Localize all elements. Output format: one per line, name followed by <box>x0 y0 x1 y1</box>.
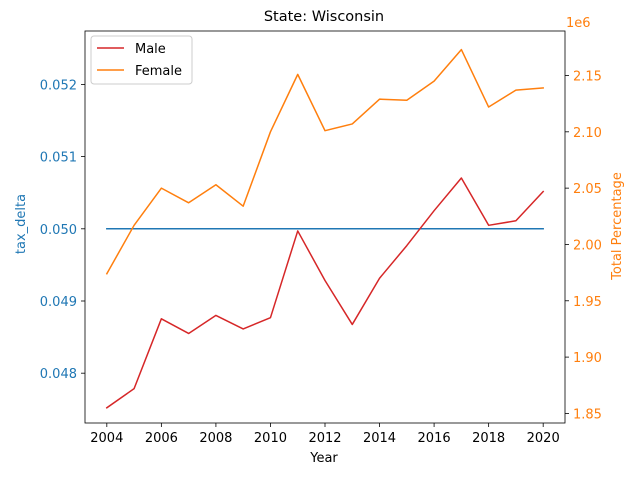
x-tick-label: 2008 <box>199 431 232 446</box>
x-tick-label: 2018 <box>472 431 505 446</box>
left-y-tick-label: 0.049 <box>40 295 77 310</box>
legend-label-female: Female <box>135 64 182 79</box>
series-line-male <box>105 177 545 409</box>
x-axis-label: Year <box>309 451 338 466</box>
left-y-tick-label: 0.051 <box>40 151 77 166</box>
right-y-tick-label: 1.90 <box>573 351 602 366</box>
right-y-tick-label: 2.05 <box>573 182 602 197</box>
x-tick-label: 2020 <box>527 431 560 446</box>
right-y-tick-label: 1.85 <box>573 407 602 422</box>
left-y-tick-label: 0.048 <box>40 367 77 382</box>
x-tick-label: 2012 <box>308 431 341 446</box>
axes-layer: 2004 2006 2008 2010 2012 2014 2016 2018 2020 0.04… <box>40 30 602 446</box>
left-y-tick-label: 0.052 <box>40 78 77 93</box>
x-tick-label: 2010 <box>254 431 287 446</box>
right-axis-offset-label: 1e6 <box>566 16 591 31</box>
series-layer <box>105 48 545 409</box>
right-y-tick-label: 2.10 <box>573 126 602 141</box>
left-y-tick-label: 0.050 <box>40 223 77 238</box>
x-tick-label: 2014 <box>363 431 396 446</box>
right-y-tick-label: 2.15 <box>573 69 602 84</box>
x-tick-label: 2016 <box>418 431 451 446</box>
left-y-axis-label: tax_delta <box>14 194 29 254</box>
right-y-tick-label: 1.95 <box>573 295 602 310</box>
right-y-tick-label: 2.00 <box>573 238 602 253</box>
x-tick-label: 2006 <box>145 431 178 446</box>
right-y-axis-label: Total Percentage <box>610 172 625 281</box>
legend-label-male: Male <box>135 42 166 57</box>
chart-title: State: Wisconsin <box>264 9 384 25</box>
legend: Male Female <box>90 35 193 85</box>
x-tick-label: 2004 <box>90 431 123 446</box>
series-line-female <box>105 48 544 275</box>
